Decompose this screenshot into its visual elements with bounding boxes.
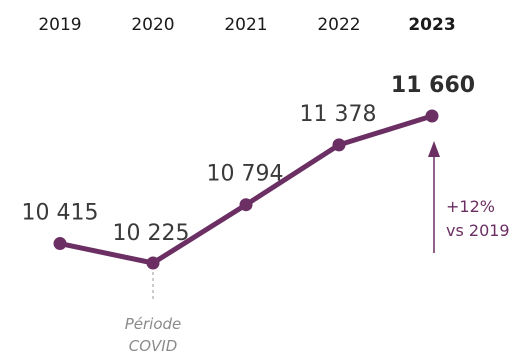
data-point-2023 [425, 109, 439, 123]
year-label-2021: 2021 [224, 15, 267, 35]
data-point-2021 [239, 198, 253, 212]
data-point-2019 [53, 237, 67, 251]
data-point-2020 [146, 256, 160, 270]
value-label-2020: 10 225 [113, 221, 190, 246]
growth-line2: vs 2019 [446, 221, 510, 240]
year-label-2020: 2020 [131, 15, 174, 35]
covid-note-line2: COVID [129, 337, 178, 355]
value-label-2021: 10 794 [207, 162, 284, 187]
growth-annotation: +12% vs 2019 [428, 141, 510, 253]
covid-annotation: Période COVID [125, 272, 182, 355]
covid-note-line1: Période [125, 315, 182, 333]
value-label-2019: 10 415 [22, 201, 99, 226]
growth-arrow-head [428, 141, 440, 157]
year-axis: 2019 2020 2021 2022 2023 [38, 15, 455, 35]
value-label-2022: 11 378 [300, 102, 377, 127]
growth-line1: +12% [446, 197, 495, 216]
year-label-2019: 2019 [38, 15, 81, 35]
data-point-2022 [332, 138, 346, 152]
data-points [53, 109, 439, 270]
year-label-2022: 2022 [317, 15, 360, 35]
value-label-2023: 11 660 [391, 73, 475, 98]
year-label-2023: 2023 [408, 15, 455, 35]
data-labels: 10 415 10 225 10 794 11 378 11 660 [22, 73, 476, 246]
